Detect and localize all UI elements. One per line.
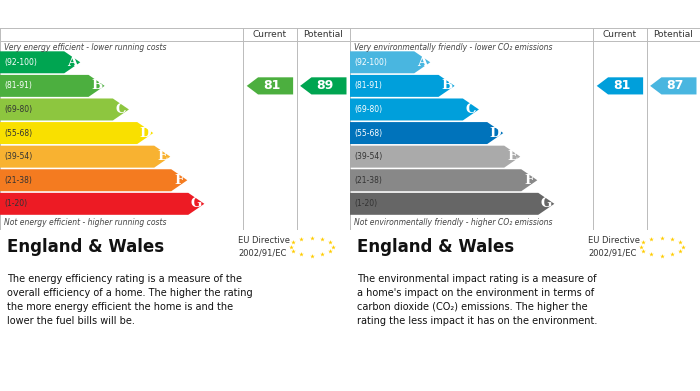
Polygon shape — [650, 77, 696, 95]
Text: England & Wales: England & Wales — [7, 238, 164, 256]
Text: EU Directive
2002/91/EC: EU Directive 2002/91/EC — [238, 236, 290, 257]
Text: F: F — [174, 174, 184, 187]
Text: F: F — [524, 174, 534, 187]
Text: (81-91): (81-91) — [354, 81, 382, 90]
Polygon shape — [350, 75, 454, 97]
Text: E: E — [508, 150, 517, 163]
Text: Very environmentally friendly - lower CO₂ emissions: Very environmentally friendly - lower CO… — [354, 43, 552, 52]
Text: 81: 81 — [613, 79, 630, 92]
Polygon shape — [0, 51, 80, 73]
Text: (69-80): (69-80) — [4, 105, 32, 114]
Text: Potential: Potential — [653, 30, 693, 39]
Text: 89: 89 — [316, 79, 334, 92]
Polygon shape — [0, 75, 104, 97]
Text: (21-38): (21-38) — [354, 176, 382, 185]
Text: A: A — [417, 56, 428, 69]
Text: (1-20): (1-20) — [354, 199, 377, 208]
Text: (21-38): (21-38) — [4, 176, 32, 185]
Polygon shape — [350, 99, 479, 120]
Polygon shape — [246, 77, 293, 95]
Text: G: G — [540, 197, 552, 210]
Text: 87: 87 — [666, 79, 684, 92]
Text: 81: 81 — [263, 79, 280, 92]
Text: (1-20): (1-20) — [4, 199, 27, 208]
Text: B: B — [91, 79, 102, 92]
Polygon shape — [0, 99, 129, 120]
Text: (92-100): (92-100) — [4, 58, 37, 67]
Text: EU Directive
2002/91/EC: EU Directive 2002/91/EC — [588, 236, 640, 257]
Polygon shape — [300, 77, 346, 95]
Text: Not energy efficient - higher running costs: Not energy efficient - higher running co… — [4, 218, 166, 227]
Text: (39-54): (39-54) — [354, 152, 382, 161]
Polygon shape — [350, 169, 538, 191]
Text: C: C — [466, 103, 476, 116]
Polygon shape — [350, 122, 503, 144]
Polygon shape — [350, 193, 554, 215]
Text: G: G — [190, 197, 202, 210]
Polygon shape — [350, 51, 430, 73]
Polygon shape — [0, 193, 204, 215]
Polygon shape — [350, 146, 520, 168]
Text: C: C — [116, 103, 126, 116]
Text: Energy Efficiency Rating: Energy Efficiency Rating — [6, 7, 188, 21]
Text: The environmental impact rating is a measure of
a home's impact on the environme: The environmental impact rating is a mea… — [357, 274, 597, 326]
Text: B: B — [441, 79, 452, 92]
Text: Current: Current — [603, 30, 637, 39]
Text: (92-100): (92-100) — [354, 58, 387, 67]
Polygon shape — [0, 122, 153, 144]
Text: A: A — [67, 56, 78, 69]
Text: D: D — [139, 127, 151, 140]
Text: Very energy efficient - lower running costs: Very energy efficient - lower running co… — [4, 43, 166, 52]
Polygon shape — [0, 169, 188, 191]
Text: (55-68): (55-68) — [4, 129, 32, 138]
Text: E: E — [158, 150, 167, 163]
Polygon shape — [0, 146, 170, 168]
Text: The energy efficiency rating is a measure of the
overall efficiency of a home. T: The energy efficiency rating is a measur… — [7, 274, 253, 326]
Text: Current: Current — [253, 30, 287, 39]
Text: Not environmentally friendly - higher CO₂ emissions: Not environmentally friendly - higher CO… — [354, 218, 552, 227]
Text: (81-91): (81-91) — [4, 81, 32, 90]
Text: (69-80): (69-80) — [354, 105, 382, 114]
Text: Potential: Potential — [303, 30, 343, 39]
Text: (55-68): (55-68) — [354, 129, 382, 138]
Text: England & Wales: England & Wales — [357, 238, 514, 256]
Text: D: D — [489, 127, 501, 140]
Polygon shape — [596, 77, 643, 95]
Text: Environmental Impact (CO₂) Rating: Environmental Impact (CO₂) Rating — [355, 7, 617, 21]
Text: (39-54): (39-54) — [4, 152, 32, 161]
